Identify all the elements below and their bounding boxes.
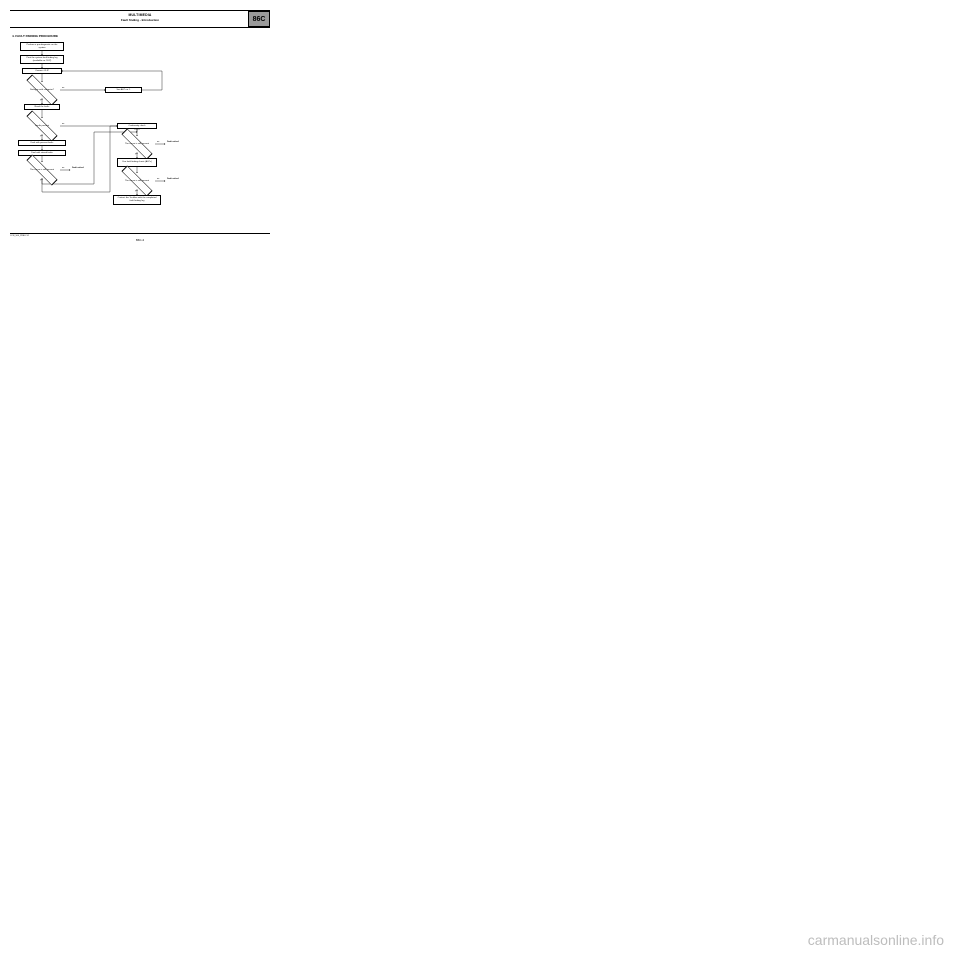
node-connect-clip: Connect CLIP bbox=[22, 68, 62, 74]
header-subtitle: Fault finding - Introduction bbox=[10, 18, 270, 22]
lbl-no-5: no bbox=[157, 178, 159, 180]
lbl-yes-3: yes bbox=[40, 179, 43, 181]
decision-cause-1-label: The cause is still present bbox=[26, 169, 58, 172]
footer-page-num: 86C-4 bbox=[10, 238, 270, 242]
header-code: 86C bbox=[249, 12, 269, 26]
decision-faults-present: Faults present bbox=[24, 118, 60, 134]
result-fault-solved-3: Fault solved bbox=[167, 178, 181, 180]
header-bar: MULTIMEDIA Fault finding - Introduction … bbox=[10, 10, 270, 28]
watermark: carmanualsonline.info bbox=[808, 932, 944, 948]
header-title: MULTIMEDIA bbox=[10, 13, 270, 17]
flowchart: Perform a pre-diagnostic on the system P… bbox=[10, 42, 270, 227]
header-code-box: 86C bbox=[248, 11, 270, 27]
footer: CCN_V04_PRELI V2 86C-4 bbox=[10, 233, 270, 247]
lbl-no-2: no bbox=[62, 123, 64, 125]
node-alp1: See ALP no. 1 bbox=[105, 87, 142, 93]
node-print-log: Print the system fault finding log (avai… bbox=[20, 55, 64, 64]
decision-dialogue-label: Dialogue with computer? bbox=[26, 89, 58, 92]
lbl-no-1: no bbox=[62, 87, 64, 89]
decision-cause-3: The cause is still present bbox=[119, 173, 155, 189]
lbl-yes-1: yes bbox=[40, 99, 43, 101]
node-present-faults: Deal with present faults bbox=[18, 140, 66, 146]
node-read-faults: Read the faults bbox=[24, 104, 60, 110]
node-prediag: Perform a pre-diagnostic on the system bbox=[20, 42, 64, 51]
section-title: 4. FAULT FINDING PROCEDURE bbox=[12, 34, 270, 38]
decision-dialogue: Dialogue with computer? bbox=[24, 82, 60, 98]
decision-cause-3-label: The cause is still present bbox=[121, 180, 153, 183]
node-alp-charts: Use fault finding charts (ALPs) bbox=[117, 158, 157, 167]
node-stored-faults: Deal with stored faults bbox=[18, 150, 66, 156]
lbl-no-3: no bbox=[62, 167, 64, 169]
node-techline: Contact the Techline with the completed … bbox=[113, 195, 161, 205]
lbl-yes-2: yes bbox=[40, 135, 43, 137]
decision-cause-1: The cause is still present bbox=[24, 162, 60, 178]
decision-cause-2: The cause is still present bbox=[119, 136, 155, 152]
decision-faults-present-label: Faults present bbox=[31, 125, 53, 128]
footer-left: CCN_V04_PRELI V2 bbox=[10, 235, 29, 237]
lbl-yes-4: yes bbox=[135, 153, 138, 155]
node-conformity: Conformity check bbox=[117, 123, 157, 129]
result-fault-solved-2: Fault solved bbox=[167, 141, 181, 143]
lbl-yes-5: yes bbox=[135, 190, 138, 192]
result-fault-solved-1: Fault solved bbox=[72, 167, 86, 169]
lbl-no-4: no bbox=[157, 141, 159, 143]
decision-cause-2-label: The cause is still present bbox=[121, 143, 153, 146]
